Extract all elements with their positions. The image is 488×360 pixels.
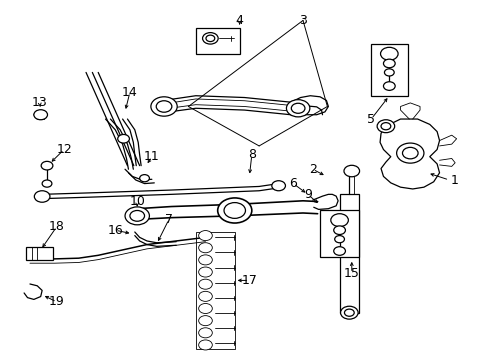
Text: 12: 12: [56, 143, 72, 156]
Circle shape: [198, 340, 212, 350]
Circle shape: [330, 214, 347, 226]
Text: 14: 14: [122, 86, 138, 99]
Circle shape: [380, 47, 397, 60]
Text: 9: 9: [304, 188, 311, 201]
Circle shape: [198, 303, 212, 314]
Text: 7: 7: [164, 213, 173, 226]
Text: 4: 4: [235, 14, 243, 27]
Circle shape: [198, 230, 212, 240]
Text: 6: 6: [289, 177, 297, 190]
Circle shape: [41, 161, 53, 170]
Text: 16: 16: [107, 224, 123, 237]
Circle shape: [125, 207, 149, 225]
Circle shape: [384, 69, 393, 76]
Circle shape: [343, 165, 359, 177]
Circle shape: [402, 147, 417, 159]
Bar: [320, 211, 358, 257]
Circle shape: [380, 123, 390, 130]
Bar: [26, 247, 53, 260]
Circle shape: [198, 255, 212, 265]
Text: 13: 13: [32, 96, 47, 109]
Bar: [370, 44, 407, 96]
Circle shape: [217, 198, 251, 223]
Text: 3: 3: [299, 14, 306, 27]
Circle shape: [42, 180, 52, 187]
Circle shape: [333, 226, 345, 234]
Circle shape: [34, 110, 47, 120]
Circle shape: [151, 97, 177, 116]
Bar: [195, 232, 234, 348]
Text: 18: 18: [49, 220, 64, 233]
Circle shape: [205, 35, 214, 41]
Text: 17: 17: [241, 274, 257, 287]
Circle shape: [344, 309, 353, 316]
Circle shape: [198, 316, 212, 326]
Circle shape: [198, 328, 212, 338]
Text: 2: 2: [308, 163, 316, 176]
Circle shape: [334, 235, 344, 243]
Text: 15: 15: [343, 267, 359, 280]
Circle shape: [396, 143, 423, 163]
Circle shape: [271, 181, 285, 191]
Circle shape: [198, 267, 212, 277]
Circle shape: [198, 279, 212, 289]
Circle shape: [130, 211, 144, 221]
Text: 1: 1: [449, 174, 457, 186]
Text: 11: 11: [143, 150, 160, 163]
Text: 10: 10: [129, 195, 145, 208]
Circle shape: [198, 291, 212, 301]
Circle shape: [291, 103, 305, 113]
Text: 19: 19: [49, 296, 64, 309]
Circle shape: [202, 33, 218, 44]
Bar: [339, 194, 358, 313]
Text: 8: 8: [247, 148, 255, 161]
Bar: [195, 28, 239, 54]
Circle shape: [156, 101, 171, 112]
Circle shape: [34, 191, 50, 202]
Circle shape: [333, 247, 345, 255]
Circle shape: [376, 120, 394, 133]
Circle shape: [286, 100, 309, 117]
Circle shape: [140, 175, 149, 182]
Circle shape: [383, 82, 394, 90]
Circle shape: [198, 243, 212, 253]
Circle shape: [383, 59, 394, 68]
Text: 5: 5: [366, 113, 374, 126]
Circle shape: [340, 306, 357, 319]
Circle shape: [224, 203, 245, 219]
Circle shape: [118, 134, 129, 143]
